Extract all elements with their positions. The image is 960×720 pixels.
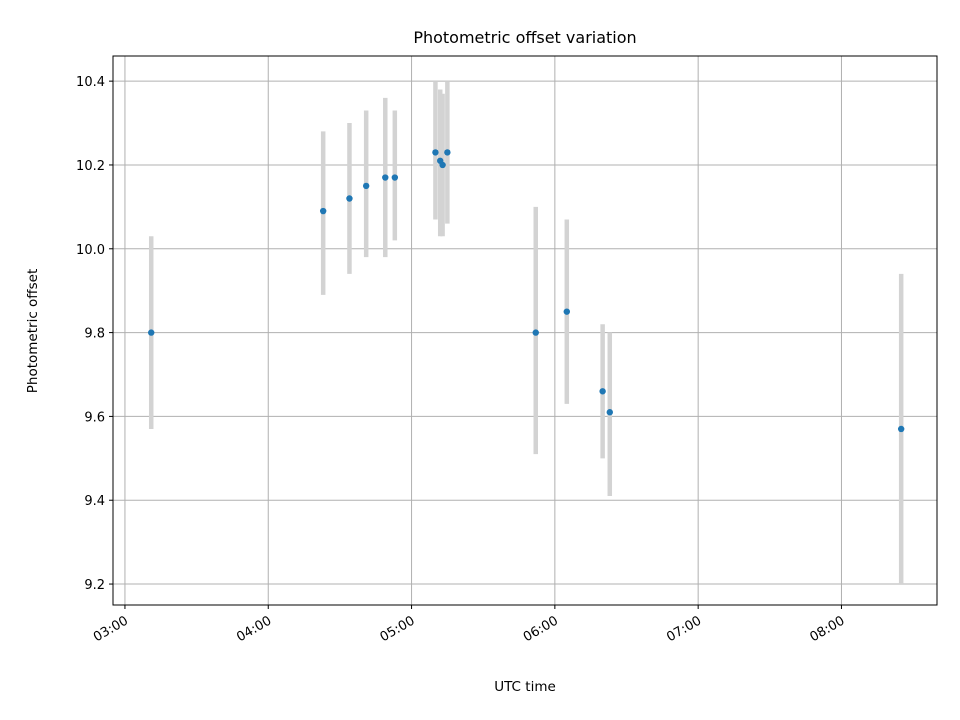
data-point bbox=[432, 149, 439, 156]
y-tick-label: 10.4 bbox=[76, 75, 105, 90]
data-point bbox=[606, 409, 613, 416]
data-point bbox=[362, 182, 370, 190]
data-points bbox=[148, 149, 905, 433]
y-tick-label: 9.4 bbox=[84, 494, 105, 509]
data-point bbox=[346, 195, 353, 202]
chart-title: Photometric offset variation bbox=[413, 28, 636, 47]
grid bbox=[113, 56, 937, 605]
data-point bbox=[319, 207, 327, 215]
data-point bbox=[444, 149, 451, 156]
data-point bbox=[382, 174, 389, 181]
data-point bbox=[532, 329, 539, 336]
y-axis-label: Photometric offset bbox=[25, 269, 41, 393]
y-tick-label: 9.2 bbox=[84, 578, 105, 593]
plot-frame bbox=[112, 55, 938, 606]
data-point bbox=[563, 308, 570, 315]
y-tick-label: 10.2 bbox=[76, 159, 105, 174]
data-point bbox=[391, 174, 399, 181]
data-point bbox=[599, 388, 606, 395]
y-tick-label: 10.0 bbox=[76, 243, 105, 258]
y-tick-label: 9.6 bbox=[84, 410, 105, 425]
y-tick-label: 9.8 bbox=[84, 327, 105, 342]
data-point bbox=[148, 329, 155, 336]
data-point bbox=[439, 161, 446, 169]
x-axis-label: UTC time bbox=[494, 679, 556, 695]
data-point bbox=[897, 425, 905, 433]
